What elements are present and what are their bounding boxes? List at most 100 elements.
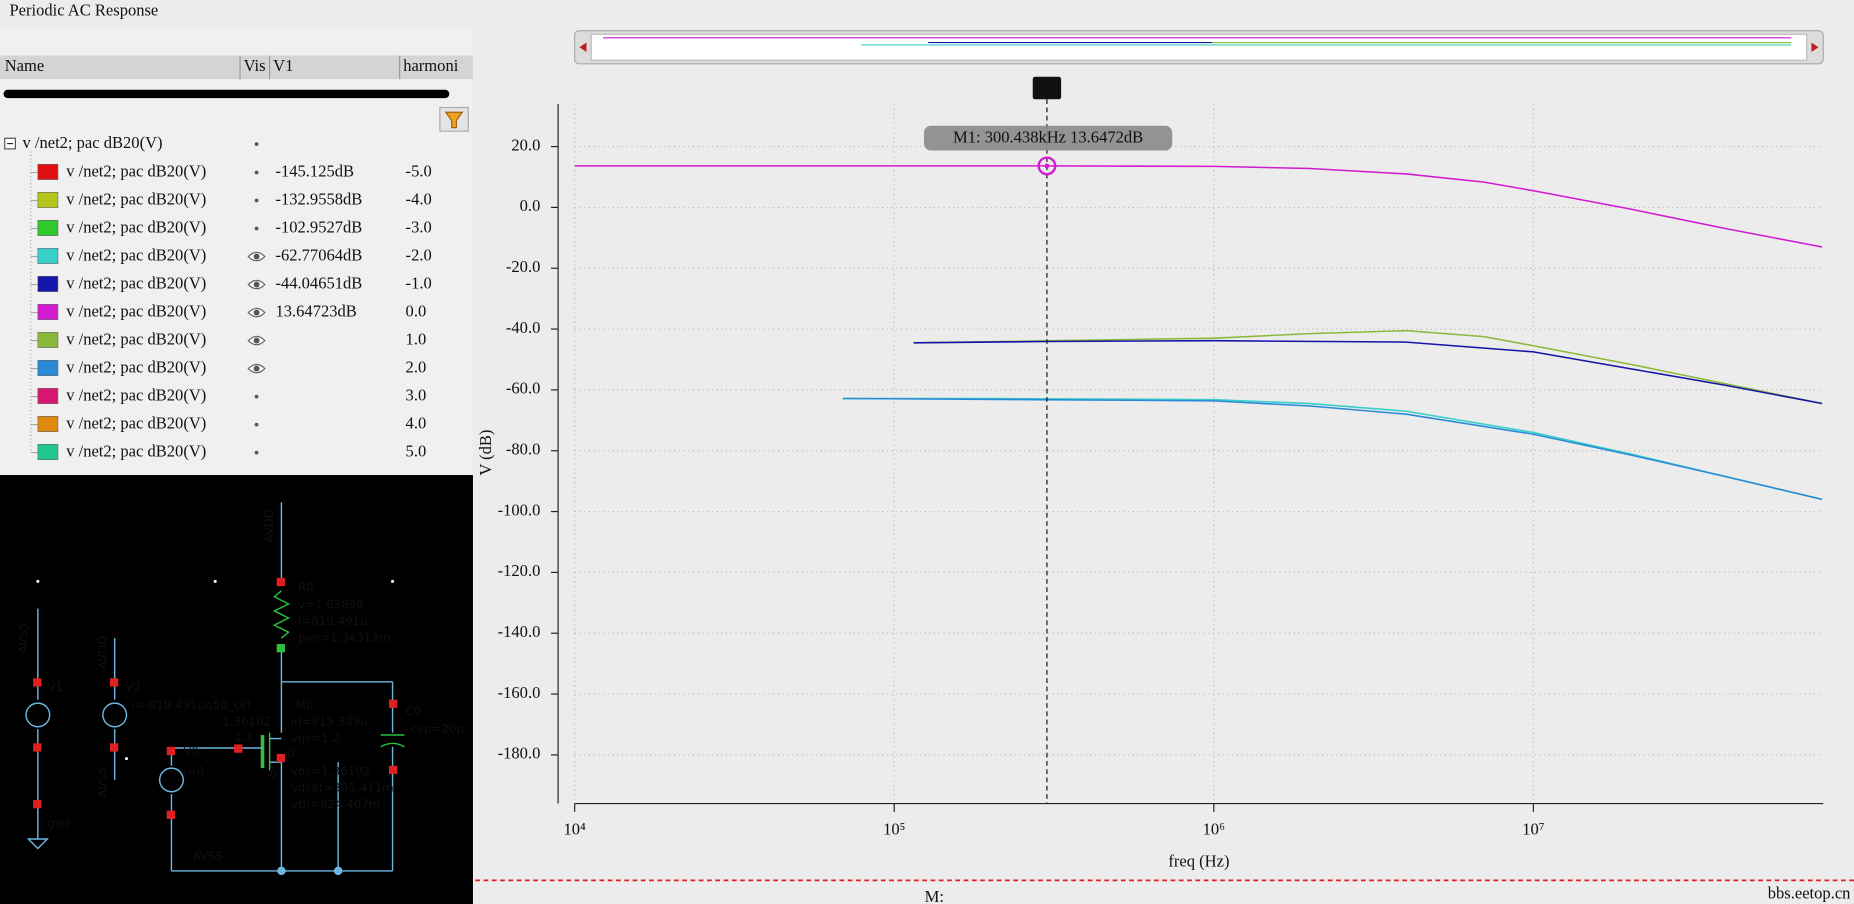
schematic-label: 0 — [270, 768, 278, 782]
y-tick-label: 20.0 — [511, 135, 540, 154]
group-name: v /net2; pac dB20(V) — [22, 133, 162, 152]
overview-scroller[interactable] — [574, 30, 1824, 65]
legend-swatch — [37, 416, 59, 432]
y-tick-label: -180.0 — [498, 744, 541, 763]
schematic-label: i=-819.491un50_ckt — [131, 698, 252, 712]
eye-pupil — [253, 281, 260, 288]
column-header: Vis — [244, 56, 266, 75]
schematic-label: AVDD — [262, 509, 276, 543]
legend-swatch — [37, 388, 59, 404]
tree-toggle[interactable] — [4, 137, 16, 150]
y-axis-label: V (dB) — [476, 430, 495, 476]
legend-name: v /net2; pac dB20(V) — [66, 189, 206, 208]
vis-eye[interactable] — [247, 279, 266, 290]
legend-value: -132.9558dB — [275, 189, 362, 208]
series-line — [574, 165, 1823, 248]
y-tick-label: 0.0 — [520, 196, 541, 215]
dot — [254, 422, 259, 427]
column-header: V1 — [273, 56, 293, 75]
legend-swatch — [37, 303, 59, 320]
x-axis-label: freq (Hz) — [1168, 851, 1229, 870]
vis-eye[interactable] — [247, 307, 266, 318]
vis-dot[interactable] — [254, 422, 259, 427]
schematic-label: id=819.389u — [291, 715, 368, 729]
legend-swatch — [37, 331, 59, 348]
dot — [254, 450, 259, 455]
vis-dot[interactable] — [254, 198, 259, 203]
eye-pupil — [253, 365, 260, 372]
schematic-label: v=1.63898 — [298, 598, 364, 612]
legend-value: -62.77064dB — [275, 245, 362, 264]
watermark: bbs.eetop.cn — [1768, 883, 1851, 902]
vis-dot[interactable] — [254, 226, 259, 231]
vis-dot[interactable] — [254, 450, 259, 455]
schematic-label: C0 — [406, 704, 422, 718]
legend-harmonic: -4.0 — [406, 189, 432, 208]
y-tick-label: -140.0 — [498, 622, 541, 641]
vis-eye[interactable] — [247, 335, 266, 346]
legend-name: v /net2; pac dB20(V) — [66, 385, 206, 404]
filter-button[interactable] — [439, 106, 469, 132]
legend-value: -44.04651dB — [275, 273, 362, 292]
schematic-label: V2 — [125, 680, 141, 694]
cursor-label: V1 — [1037, 77, 1057, 96]
vis-eye[interactable] — [247, 363, 266, 374]
schematic-label: V0 — [183, 744, 199, 758]
y-tick-label: -160.0 — [498, 683, 541, 702]
schematic: AVDD AVSS AVDD AVSS R0 v=1.63898 i=819.491u pwr… — [16, 502, 464, 876]
schematic-label: M0 — [296, 698, 314, 712]
dot — [254, 226, 259, 231]
legend-swatch — [37, 444, 59, 460]
schematic-label: i=819.491u — [298, 614, 368, 628]
schematic-label: cap=20p — [410, 722, 464, 736]
legend-swatch — [37, 191, 59, 208]
vis-dot[interactable] — [254, 394, 259, 399]
legend-value: 13.64723dB — [275, 301, 356, 320]
table-header — [0, 55, 473, 80]
schematic-label: vth=824.407m — [291, 797, 380, 811]
dot — [254, 170, 259, 175]
schematic-view — [0, 475, 473, 904]
y-tick-label: -80.0 — [506, 440, 540, 459]
legend-swatch — [37, 360, 59, 376]
vis-dot[interactable] — [254, 170, 259, 175]
dot — [254, 198, 259, 203]
legend-harmonic: -3.0 — [406, 217, 432, 236]
legend-harmonic: 1.0 — [406, 329, 427, 348]
marker-tag — [923, 125, 1173, 151]
schematic-label: AVDD — [95, 635, 109, 669]
series-line — [913, 339, 1823, 405]
vis-dot[interactable] — [254, 142, 259, 147]
legend-swatch — [37, 275, 59, 292]
vis-eye[interactable] — [247, 251, 266, 262]
eye-pupil — [253, 253, 260, 260]
legend-swatch — [37, 219, 59, 236]
schematic-label: AVSS — [16, 623, 30, 653]
column-header: Name — [5, 56, 44, 75]
schematic-label: pwr=1.34313m — [298, 631, 390, 645]
schematic-label: R0 — [298, 580, 314, 594]
schematic-label: AVSS — [95, 767, 109, 797]
marker-label: M1: 300.438kHz 13.6472dB — [953, 128, 1143, 147]
legend-name: v /net2; pac dB20(V) — [66, 357, 206, 376]
legend-swatch — [37, 247, 59, 264]
legend-name: v /net2; pac dB20(V) — [66, 329, 206, 348]
series-line — [842, 397, 1823, 501]
legend-name: v /net2; pac dB20(V) — [66, 301, 206, 320]
schematic-label: vds=1.36102 — [291, 764, 370, 778]
legend-harmonic: 2.0 — [406, 357, 427, 376]
scrollbar[interactable] — [3, 89, 450, 99]
column-header: harmoni — [403, 56, 459, 75]
y-tick-label: -60.0 — [506, 379, 540, 398]
x-tick-label: 10⁵ — [883, 820, 905, 839]
x-tick-label: 10⁷ — [1522, 820, 1545, 839]
legend-harmonic: -2.0 — [406, 245, 432, 264]
legend-harmonic: -5.0 — [406, 161, 432, 180]
eye-pupil — [253, 337, 260, 344]
cursor-tag — [1032, 76, 1062, 100]
marker-center — [1044, 163, 1050, 169]
legend-name: v /net2; pac dB20(V) — [66, 217, 206, 236]
y-tick-label: -40.0 — [506, 318, 540, 337]
marker-field: M: — [925, 887, 944, 904]
